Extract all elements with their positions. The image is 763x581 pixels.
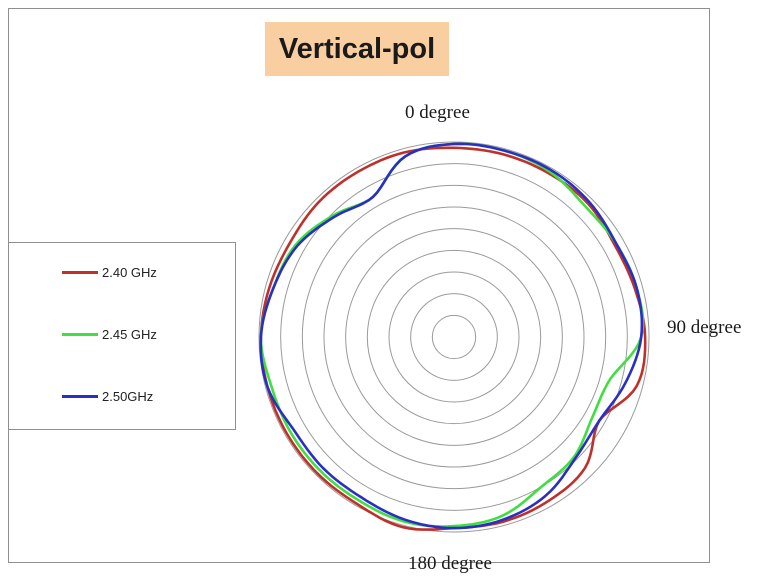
radial-ring-5	[345, 228, 563, 446]
radial-ring-1	[431, 314, 477, 360]
radial-ring-9	[258, 141, 650, 533]
series-line-0	[259, 146, 647, 531]
radial-ring-3	[388, 271, 520, 403]
angle-label-0: 0 degree	[405, 102, 470, 123]
radial-ring-7	[301, 184, 607, 490]
angle-label-90: 90 degree	[667, 317, 742, 338]
legend-item-1: 2.45 GHz	[62, 324, 157, 344]
series-group	[259, 142, 647, 531]
chart-title: Vertical-pol	[265, 22, 449, 76]
legend-label-0: 2.40 GHz	[102, 264, 157, 280]
legend-swatch-2	[62, 394, 98, 398]
angle-label-180: 180 degree	[408, 553, 492, 574]
legend-label-1: 2.45 GHz	[102, 326, 157, 342]
legend-swatch-0	[62, 270, 98, 274]
radial-ring-8	[280, 163, 628, 511]
radial-ring-4	[366, 249, 542, 425]
legend-swatch-1	[62, 332, 98, 336]
radial-grid	[258, 141, 650, 533]
legend: 2.40 GHz 2.45 GHz 2.50GHz	[8, 242, 236, 430]
legend-item-2: 2.50GHz	[62, 386, 153, 406]
legend-item-0: 2.40 GHz	[62, 262, 157, 282]
radial-ring-6	[323, 206, 585, 468]
legend-label-2: 2.50GHz	[102, 388, 154, 404]
series-line-2	[259, 142, 644, 530]
radial-ring-2	[410, 293, 498, 381]
